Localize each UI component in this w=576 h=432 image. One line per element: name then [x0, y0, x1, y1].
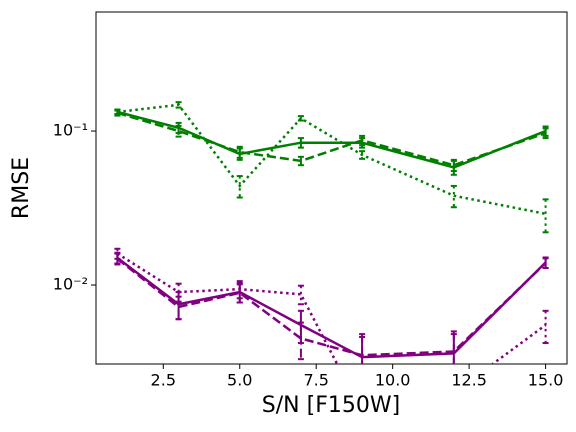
- plot-area: [114, 101, 549, 364]
- y-tick-label: 10⁻¹: [53, 121, 88, 140]
- y-tick-label: 10⁻²: [53, 275, 88, 294]
- error-bar: [450, 184, 457, 209]
- series-line: [117, 103, 546, 216]
- x-tick-label: 5.0: [227, 371, 252, 390]
- error-bar: [114, 247, 121, 260]
- x-axis-label: S/N [F150W]: [262, 393, 400, 418]
- error-bar: [236, 145, 243, 159]
- error-bar: [297, 115, 304, 122]
- y-axis-label: RMSE: [9, 157, 34, 219]
- series-line: [117, 110, 547, 169]
- error-bar: [114, 108, 121, 116]
- error-bar: [236, 175, 243, 199]
- error-bar: [450, 158, 457, 173]
- error-bar: [450, 330, 457, 364]
- error-bar: [175, 101, 182, 109]
- error-bar: [297, 321, 304, 361]
- x-tick-label: 12.5: [451, 371, 487, 390]
- error-bar: [542, 127, 549, 140]
- error-bar: [297, 137, 304, 149]
- x-tick-label: 15.0: [528, 371, 564, 390]
- x-tick-label: 2.5: [151, 371, 176, 390]
- error-bar: [297, 284, 304, 306]
- error-bar: [297, 155, 304, 167]
- error-bar: [236, 280, 243, 300]
- x-tick-label: 10.0: [375, 371, 411, 390]
- error-bar: [175, 124, 182, 138]
- error-bar: [359, 134, 366, 147]
- x-tick-label: 7.5: [303, 371, 328, 390]
- error-bar: [542, 309, 549, 345]
- error-bar: [359, 150, 366, 160]
- error-bar: [542, 198, 549, 234]
- plot-frame: [95, 11, 568, 365]
- error-bar: [175, 282, 182, 303]
- error-bar: [359, 333, 366, 364]
- error-bar: [542, 257, 549, 269]
